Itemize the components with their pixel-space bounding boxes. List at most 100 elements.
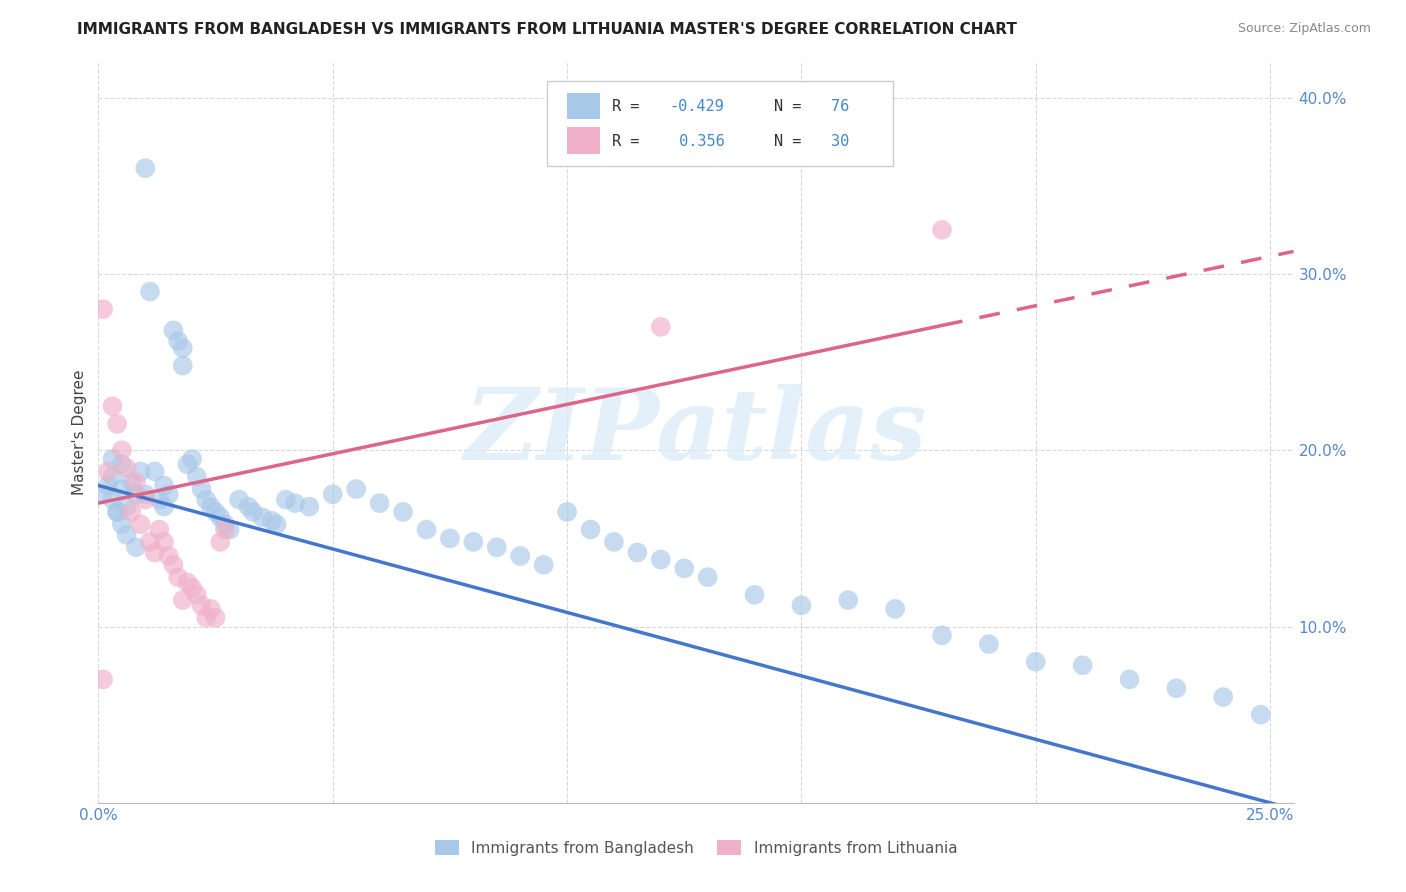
Point (439, 532, 461, 546)
Point (139, 535, 162, 549)
Point (266, 517, 288, 532)
Point (218, 523, 240, 537)
Point (392, 505, 415, 519)
Text: R =: R = (613, 134, 640, 149)
Point (195, 610, 218, 624)
Point (125, 540, 148, 554)
Point (186, 469, 208, 483)
Point (162, 558, 184, 572)
Point (284, 496, 307, 510)
Point (214, 523, 236, 537)
Point (111, 482, 134, 496)
Point (209, 535, 232, 549)
Text: -0.429: -0.429 (669, 99, 724, 113)
Point (143, 545, 166, 559)
Point (167, 334, 190, 348)
Point (884, 602, 907, 616)
Point (238, 500, 260, 514)
Point (91, 487, 114, 501)
Point (105, 505, 128, 519)
Point (97, 464, 120, 478)
Point (134, 161, 156, 176)
Point (252, 510, 274, 524)
FancyBboxPatch shape (547, 81, 893, 166)
Point (181, 581, 204, 595)
Point (626, 545, 648, 559)
Point (977, 637, 1000, 651)
Point (533, 558, 555, 572)
Point (172, 341, 194, 355)
Point (134, 487, 156, 501)
Point (120, 505, 142, 519)
Point (139, 285, 162, 299)
Point (91, 302, 114, 317)
Bar (567, 93, 600, 120)
Point (579, 523, 602, 537)
Point (115, 461, 138, 475)
Text: N =: N = (773, 134, 801, 149)
Point (555, 505, 578, 519)
Point (101, 469, 124, 483)
Point (101, 492, 124, 507)
Point (162, 323, 184, 337)
Point (1118, 673, 1140, 687)
Point (931, 223, 953, 237)
Point (214, 517, 236, 532)
Text: N =: N = (773, 99, 801, 113)
Text: 76: 76 (831, 99, 849, 113)
Point (603, 535, 626, 549)
Point (125, 475, 148, 489)
Point (167, 570, 190, 584)
Point (143, 464, 166, 478)
Point (673, 561, 696, 575)
Point (228, 492, 250, 507)
Point (111, 517, 134, 532)
Point (153, 535, 176, 549)
Point (111, 443, 134, 458)
Point (190, 599, 212, 613)
Point (242, 505, 264, 519)
Point (368, 496, 391, 510)
Point (181, 452, 204, 467)
Point (204, 505, 226, 519)
Point (298, 500, 321, 514)
Point (1025, 655, 1047, 669)
Point (1071, 658, 1094, 673)
Point (322, 487, 344, 501)
Point (485, 540, 508, 554)
Point (463, 535, 485, 549)
Point (186, 588, 208, 602)
Point (157, 549, 180, 563)
Point (148, 523, 170, 537)
Point (200, 602, 222, 616)
Y-axis label: Master's Degree: Master's Degree (72, 370, 87, 495)
Point (837, 593, 859, 607)
Point (134, 492, 156, 507)
Point (1212, 690, 1234, 704)
Text: 30: 30 (831, 134, 849, 149)
Text: 0.356: 0.356 (669, 134, 724, 149)
Point (744, 588, 766, 602)
Point (200, 500, 222, 514)
Text: Source: ZipAtlas.com: Source: ZipAtlas.com (1237, 22, 1371, 36)
Point (172, 593, 194, 607)
Point (344, 482, 367, 496)
Point (129, 464, 152, 478)
Point (176, 575, 198, 590)
Point (1250, 707, 1272, 722)
Point (153, 500, 176, 514)
Point (209, 510, 232, 524)
Point (931, 628, 953, 642)
Point (650, 552, 672, 566)
Point (125, 487, 148, 501)
Point (129, 517, 152, 532)
Point (790, 599, 813, 613)
Point (115, 528, 138, 542)
Point (101, 399, 124, 413)
Text: R =: R = (613, 99, 640, 113)
Point (204, 610, 226, 624)
Point (509, 549, 531, 563)
Point (111, 458, 134, 472)
Point (115, 500, 138, 514)
Point (650, 319, 672, 334)
